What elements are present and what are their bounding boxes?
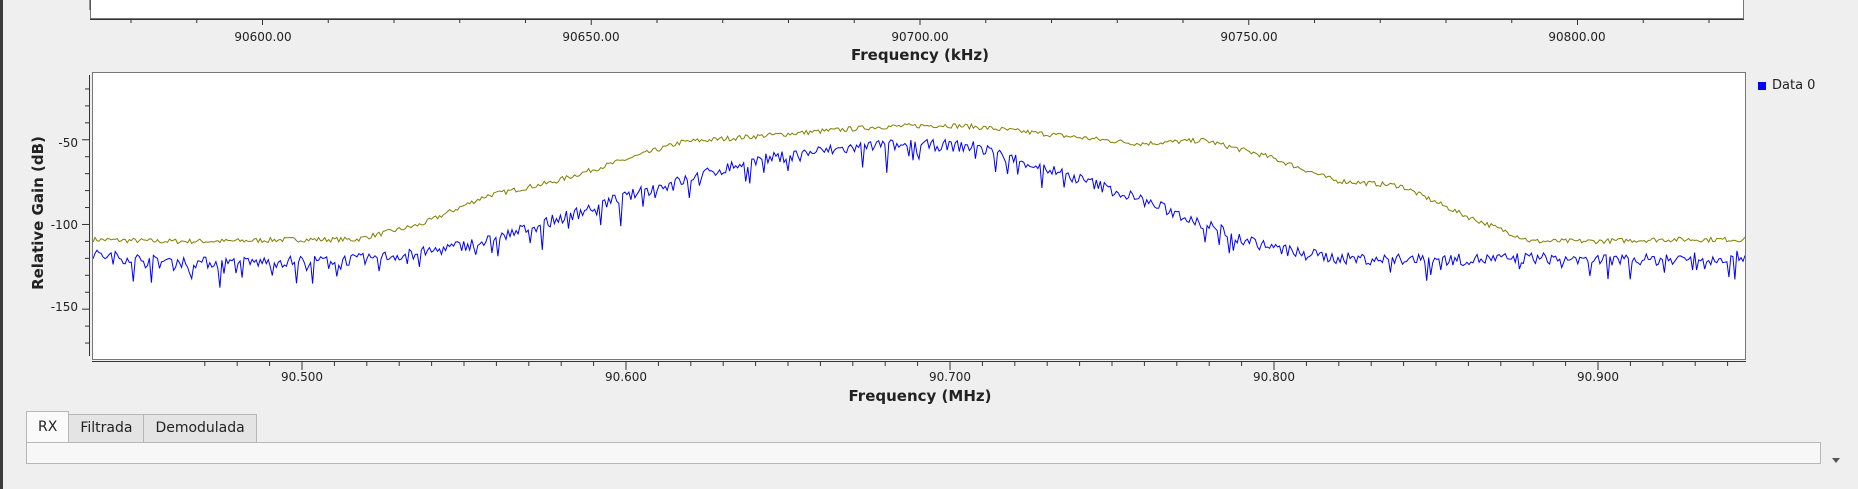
fft-x-axis <box>89 0 1744 25</box>
fft-x-tick-label: 90650.00 <box>562 30 620 44</box>
fft-x-tick-label: 90750.00 <box>1220 30 1278 44</box>
window-edge <box>0 0 3 489</box>
tab-rx[interactable]: RX <box>26 411 70 442</box>
x-axis-title: Frequency (MHz) <box>848 387 992 405</box>
max-hold-trace <box>93 122 1745 245</box>
tab-filtrada[interactable]: Filtrada <box>69 414 145 442</box>
tab-content-pane <box>26 442 1821 464</box>
x-tick-label: 90.900 <box>1577 370 1619 384</box>
x-tick-label: 90.600 <box>605 370 647 384</box>
spectrum-plot-area[interactable] <box>92 72 1746 360</box>
fft-x-tick-label: 90600.00 <box>234 30 292 44</box>
x-tick-label: 90.700 <box>929 370 971 384</box>
y-tick-label: -100 <box>50 218 78 232</box>
y-tick-label: -150 <box>50 300 78 314</box>
y-tick-label: -50 <box>58 136 78 150</box>
spectrum-canvas <box>93 122 1745 288</box>
x-tick-label: 90.500 <box>281 370 323 384</box>
tab-demodulada[interactable]: Demodulada <box>144 414 257 442</box>
legend-label: Data 0 <box>1772 78 1816 93</box>
legend[interactable]: Data 0 <box>1758 78 1815 93</box>
fft-x-axis-title: Frequency (kHz) <box>851 46 989 64</box>
legend-swatch <box>1758 81 1766 90</box>
fft-x-tick-label: 90800.00 <box>1548 30 1606 44</box>
data0-trace <box>93 138 1745 288</box>
tab-bar: RX Filtrada Demodulada <box>26 411 257 442</box>
scroll-down-arrow-icon[interactable] <box>1832 458 1840 463</box>
y-axis-title: Relative Gain (dB) <box>29 136 47 290</box>
fft-x-tick-label: 90700.00 <box>891 30 949 44</box>
x-tick-label: 90.800 <box>1253 370 1295 384</box>
